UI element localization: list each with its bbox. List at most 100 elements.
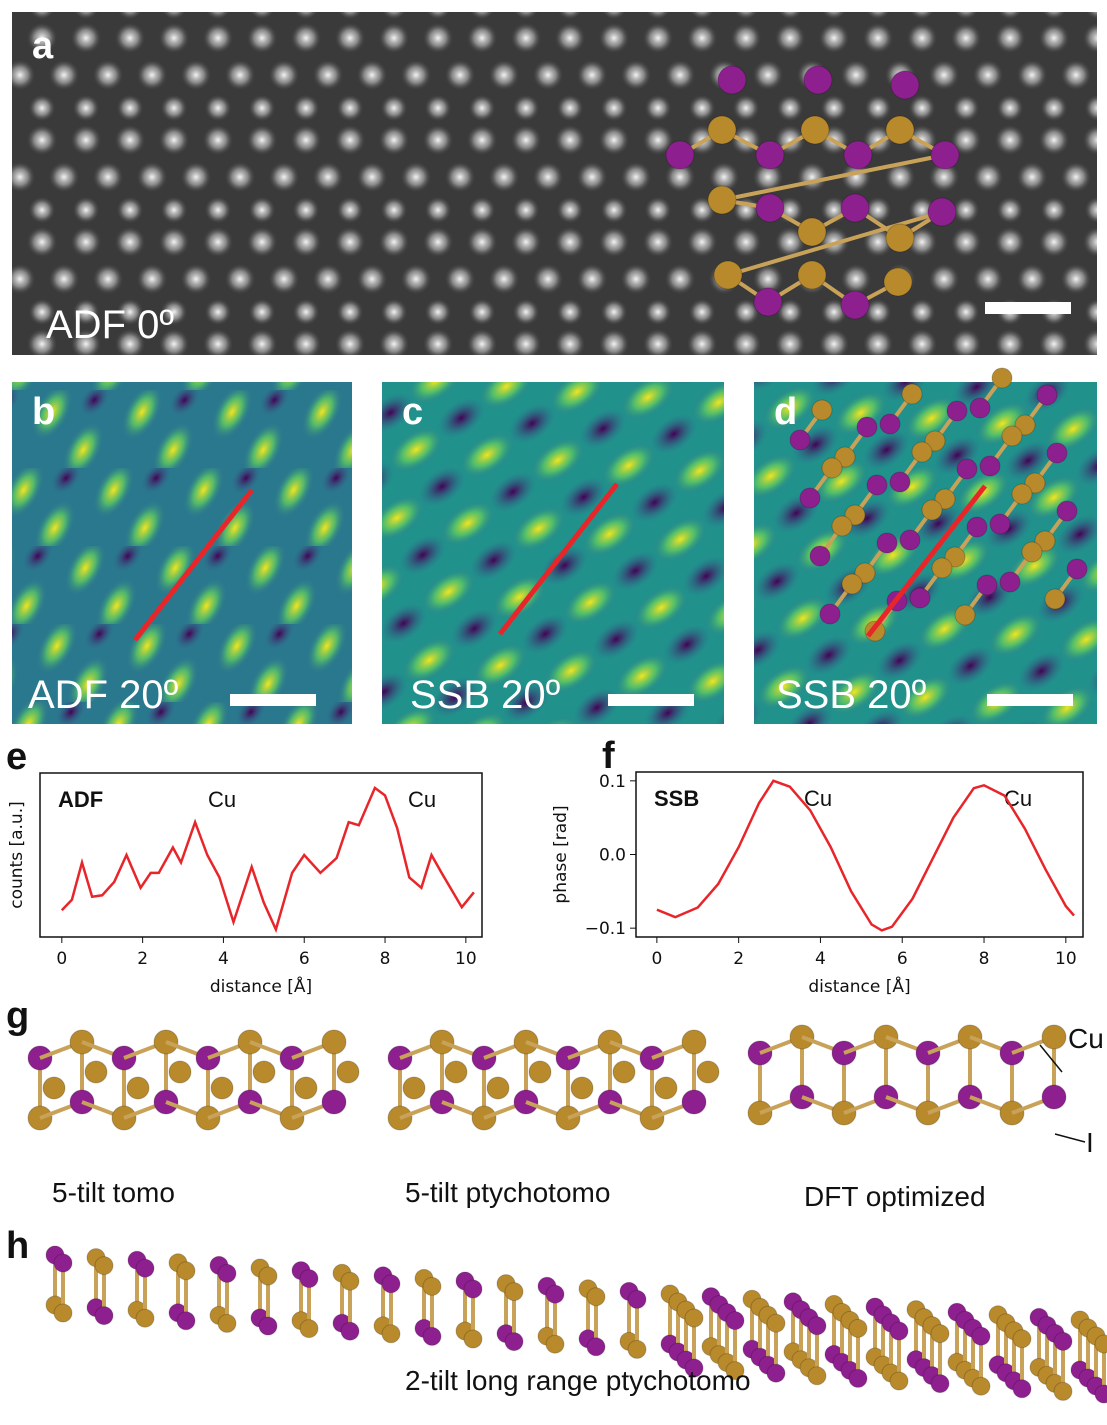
atom (718, 66, 746, 94)
atom (259, 1317, 277, 1335)
atom (714, 261, 742, 289)
atom (529, 1061, 551, 1083)
atom (884, 268, 912, 296)
atom (1042, 1085, 1066, 1109)
x-tick-label: 10 (1055, 949, 1077, 969)
atom (571, 1077, 593, 1099)
atom (967, 517, 987, 537)
y-tick-label: −0.1 (585, 919, 626, 939)
structure-models (28, 1025, 1066, 1130)
atom (43, 1077, 65, 1099)
scale-bar (608, 694, 694, 706)
x-tick-label: 0 (56, 949, 67, 969)
atom (754, 288, 782, 316)
atom (253, 1061, 275, 1083)
atom (95, 1257, 113, 1275)
scale-bar (987, 694, 1073, 706)
x-tick-label: 4 (218, 949, 229, 969)
atom (977, 575, 997, 595)
atom (95, 1307, 113, 1325)
atom (832, 516, 852, 536)
atom (487, 1077, 509, 1099)
x-tick-label: 6 (299, 949, 310, 969)
atom (726, 1312, 744, 1330)
atom (880, 414, 900, 434)
atom (464, 1280, 482, 1298)
atom (900, 530, 920, 550)
atom (341, 1272, 359, 1290)
atom (886, 224, 914, 252)
atom (505, 1333, 523, 1351)
x-tick-label: 4 (815, 949, 826, 969)
atom (655, 1077, 677, 1099)
atom (423, 1327, 441, 1345)
scale-bar (230, 694, 316, 706)
atom (546, 1335, 564, 1353)
atom (957, 459, 977, 479)
atom (822, 458, 842, 478)
x-axis-label: distance [Å] (808, 975, 910, 997)
atom (1002, 426, 1022, 446)
adf-image (12, 12, 1097, 355)
atom (382, 1275, 400, 1293)
atom (842, 574, 862, 594)
atom (259, 1267, 277, 1285)
model-caption: 2-tilt long range ptychotomo (405, 1365, 751, 1396)
atom (812, 400, 832, 420)
atom (955, 605, 975, 625)
annotation: SSB (654, 786, 699, 811)
atom (990, 514, 1010, 534)
panel-label: e (6, 736, 27, 778)
panel-label: g (6, 995, 29, 1037)
atom (628, 1340, 646, 1358)
atom (804, 66, 832, 94)
atom (849, 1319, 867, 1337)
atom (891, 71, 919, 99)
y-axis-label: counts [a.u.] (7, 801, 27, 909)
panel-label: f (602, 735, 615, 777)
atom (810, 546, 830, 566)
atom (1037, 385, 1057, 405)
x-axis-label: distance [Å] (210, 975, 312, 997)
atom (947, 401, 967, 421)
atom (902, 384, 922, 404)
atom (1054, 1332, 1072, 1350)
atom (922, 500, 942, 520)
atom (685, 1309, 703, 1327)
atom (808, 1367, 826, 1385)
atom (322, 1090, 346, 1114)
panel-label: d (774, 391, 797, 433)
atom (341, 1322, 359, 1340)
y-tick-label: 0.0 (599, 846, 626, 866)
atom (801, 116, 829, 144)
atom (300, 1270, 318, 1288)
atom (54, 1304, 72, 1322)
atom (972, 1377, 990, 1395)
atom (1042, 1025, 1066, 1049)
atom (756, 141, 784, 169)
atom-label: I (1086, 1127, 1094, 1158)
atom (300, 1320, 318, 1338)
panel-caption: ADF 0º (46, 303, 174, 347)
atom (177, 1312, 195, 1330)
atom (890, 1322, 908, 1340)
annotation: Cu (208, 787, 236, 812)
atom (708, 116, 736, 144)
atom (1013, 1380, 1031, 1398)
atom (1013, 1330, 1031, 1348)
atom (628, 1290, 646, 1308)
atom (972, 1327, 990, 1345)
atom (322, 1030, 346, 1054)
atom (886, 116, 914, 144)
atom (1067, 559, 1087, 579)
atom (970, 398, 990, 418)
atom (767, 1364, 785, 1382)
atom (587, 1288, 605, 1306)
atom (682, 1090, 706, 1114)
annotation: Cu (408, 787, 436, 812)
atom (992, 368, 1012, 388)
y-axis-label: phase [rad] (551, 805, 571, 903)
x-tick-label: 2 (733, 949, 744, 969)
annotation: ADF (58, 787, 103, 812)
x-tick-label: 8 (380, 949, 391, 969)
